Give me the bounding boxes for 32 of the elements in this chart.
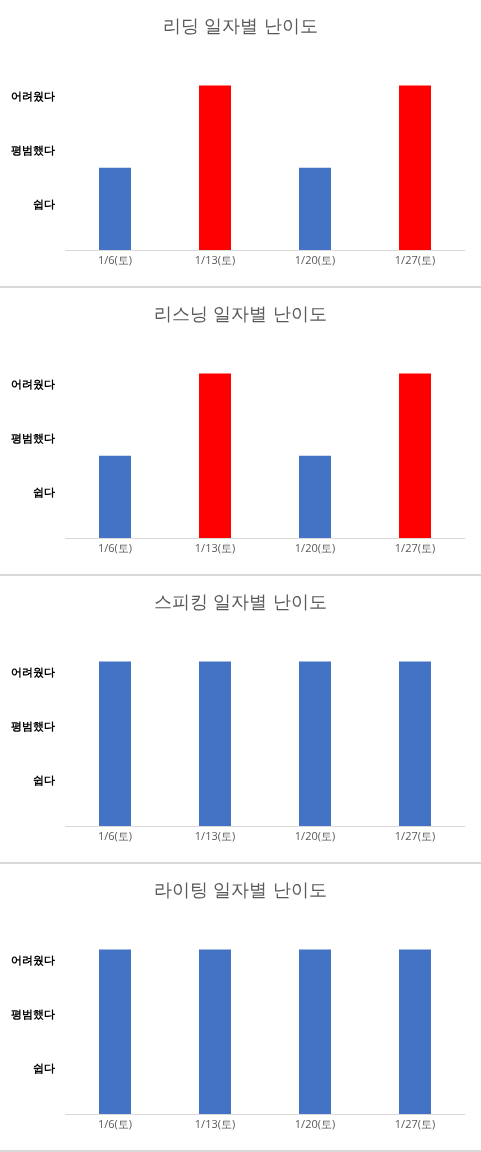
text: 쉽다 xyxy=(33,772,55,787)
x-tick-label: 1/6(토) xyxy=(97,540,133,556)
text: 어려웠다 xyxy=(11,376,55,391)
x-tick-label: 1/27(토) xyxy=(394,1116,436,1132)
x-tick-label: 1/20(토) xyxy=(294,1116,336,1132)
text: 쉽다 xyxy=(33,1060,55,1075)
x-tick-label: 1/13(토) xyxy=(194,828,236,844)
text: 평범했다 xyxy=(11,430,55,445)
text: 어려웠다 xyxy=(11,952,55,967)
chart-title: 라이팅 일자별 난이도 xyxy=(153,879,328,901)
text: 평범했다 xyxy=(11,718,55,733)
chart-title: 리딩 일자별 난이도 xyxy=(162,15,319,37)
x-tick-label: 1/20(토) xyxy=(294,540,336,556)
x-tick-label: 1/6(토) xyxy=(97,1116,133,1132)
text: 쉽다 xyxy=(33,484,55,499)
chart-title: 스피킹 일자별 난이도 xyxy=(153,591,328,613)
x-tick-label: 1/20(토) xyxy=(294,252,336,268)
x-tick-label: 1/13(토) xyxy=(194,252,236,268)
chart-title: 리스닝 일자별 난이도 xyxy=(153,303,328,325)
text: 어려웠다 xyxy=(11,88,55,103)
x-tick-label: 1/13(토) xyxy=(194,540,236,556)
text: 평범했다 xyxy=(11,1006,55,1021)
x-tick-label: 1/6(토) xyxy=(97,828,133,844)
x-tick-label: 1/6(토) xyxy=(97,252,133,268)
text: 어려웠다 xyxy=(11,664,55,679)
text: 평범했다 xyxy=(11,142,55,157)
x-tick-label: 1/27(토) xyxy=(394,252,436,268)
x-tick-label: 1/27(토) xyxy=(394,828,436,844)
x-tick-label: 1/27(토) xyxy=(394,540,436,556)
x-tick-label: 1/13(토) xyxy=(194,1116,236,1132)
x-tick-label: 1/20(토) xyxy=(294,828,336,844)
text: 쉽다 xyxy=(33,196,55,211)
